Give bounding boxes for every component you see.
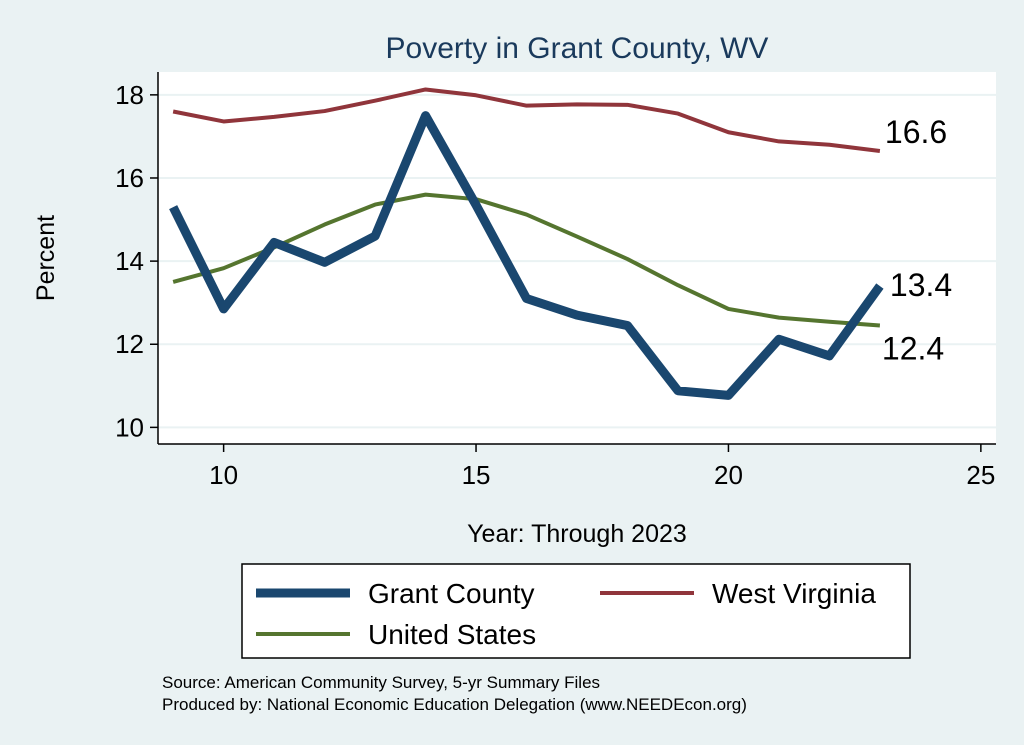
x-tick-label: 10 (209, 460, 238, 490)
x-tick-label: 25 (966, 460, 995, 490)
legend-box (241, 563, 911, 659)
source-note: Source: American Community Survey, 5-yr … (162, 673, 600, 692)
x-tick-label: 20 (714, 460, 743, 490)
series (169, 87, 884, 400)
y-tick-label: 14 (115, 246, 144, 276)
ticks: 10 12 14 16 18 10 15 20 25 (115, 80, 995, 490)
series-line-united-states (172, 192, 881, 328)
end-label-west-virginia: 16.6 (885, 114, 947, 150)
legend-label-west-virginia: West Virginia (712, 578, 876, 609)
axes (157, 72, 996, 445)
chart-title: Poverty in Grant County, WV (386, 32, 769, 65)
end-label-united-states: 12.4 (882, 331, 944, 367)
y-tick-label: 10 (115, 412, 144, 442)
x-axis-title: Year: Through 2023 (467, 520, 687, 548)
gridlines (158, 93, 996, 429)
plot-area (158, 72, 996, 444)
legend-items: Grant County West Virginia United States (256, 578, 876, 650)
legend: Grant County West Virginia United States (241, 563, 911, 659)
end-labels: 13.4 16.6 12.4 (882, 114, 952, 367)
series-line-grant-county (169, 111, 884, 400)
y-tick-label: 18 (115, 80, 144, 110)
legend-label-united-states: United States (368, 619, 536, 650)
series-line-west-virginia (172, 87, 881, 153)
y-axis-title: Percent (32, 215, 60, 301)
end-label-grant-county: 13.4 (890, 267, 952, 303)
y-tick-label: 16 (115, 163, 144, 193)
x-tick-label: 15 (462, 460, 491, 490)
producer-note: Produced by: National Economic Education… (162, 695, 747, 714)
legend-label-grant-county: Grant County (368, 578, 535, 609)
y-tick-label: 12 (115, 329, 144, 359)
